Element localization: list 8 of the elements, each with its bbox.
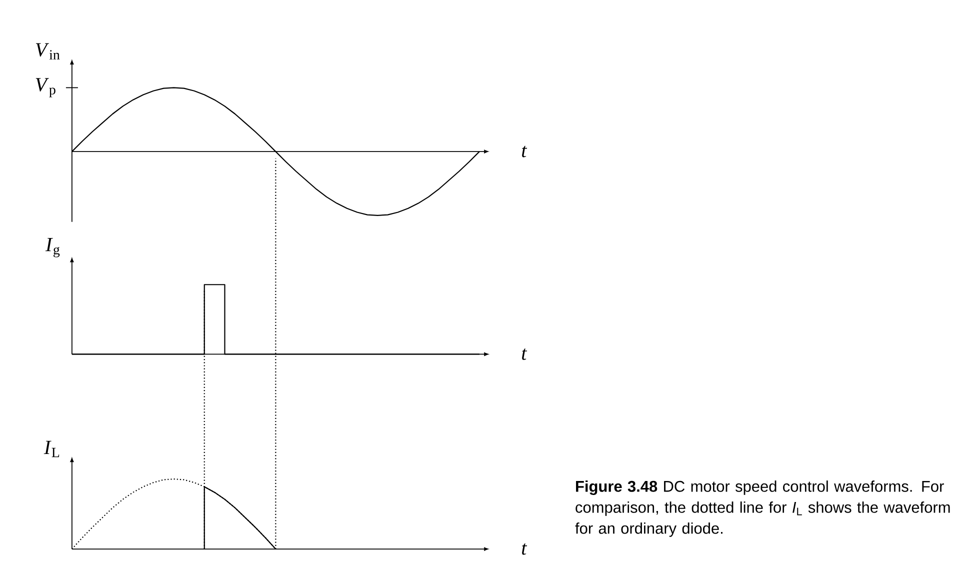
y-axis-title: V$_{in}$ [36,43,60,60]
x-axis-title: t [522,544,528,556]
text: V$_{p}$ [36,78,56,98]
text: Figure 3.48 DC motor speed control waveforms. For comparison, the dotted line for I$_{L}$ shows the waveform for an ordinary diode. [575,480,950,538]
x-axis-title: t [522,146,528,158]
y-axis-title: I$_{L}$ [44,441,60,458]
y-axis-title: I$_{g}$ [45,238,60,258]
x-axis-title: t [522,348,528,360]
